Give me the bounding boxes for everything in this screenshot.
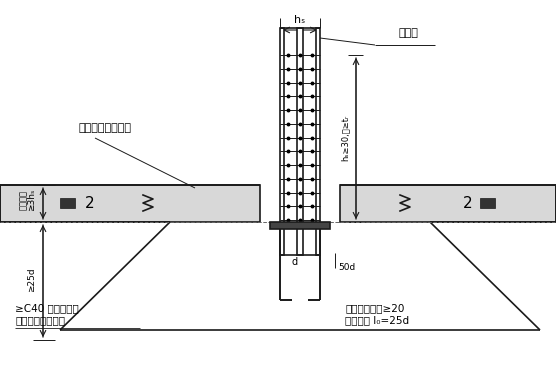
Bar	[480, 198, 495, 208]
Bar	[280, 28, 284, 255]
Bar	[340, 185, 556, 222]
Text: hₛ≥30,且≥tᵣ: hₛ≥30,且≥tᵣ	[340, 115, 350, 161]
Text: 锚固长度 l₀=25d: 锚固长度 l₀=25d	[345, 315, 409, 325]
Text: 混凝土或铁屑砂浆: 混凝土或铁屑砂浆	[15, 315, 65, 325]
Bar	[270, 222, 330, 229]
Bar	[316, 28, 320, 255]
Text: 柱型钢: 柱型钢	[398, 28, 418, 38]
Text: ≥3hₛ: ≥3hₛ	[27, 189, 37, 211]
Text: 2: 2	[85, 196, 95, 210]
Bar	[60, 198, 75, 208]
Polygon shape	[60, 222, 540, 330]
Text: 50d: 50d	[338, 263, 355, 273]
Text: 梁截面高: 梁截面高	[18, 190, 27, 210]
Bar	[0, 185, 260, 222]
Bar	[297, 28, 303, 255]
Text: d: d	[292, 257, 298, 267]
Text: ≥25d: ≥25d	[27, 268, 37, 292]
Text: 钢筋混凝土地基梁: 钢筋混凝土地基梁	[78, 123, 132, 133]
Text: 2: 2	[463, 196, 473, 210]
Text: ≥C40 无收缩细石: ≥C40 无收缩细石	[15, 303, 79, 313]
Text: hₛ: hₛ	[294, 15, 306, 25]
Text: 锚栓公称直径≥20: 锚栓公称直径≥20	[345, 303, 404, 313]
